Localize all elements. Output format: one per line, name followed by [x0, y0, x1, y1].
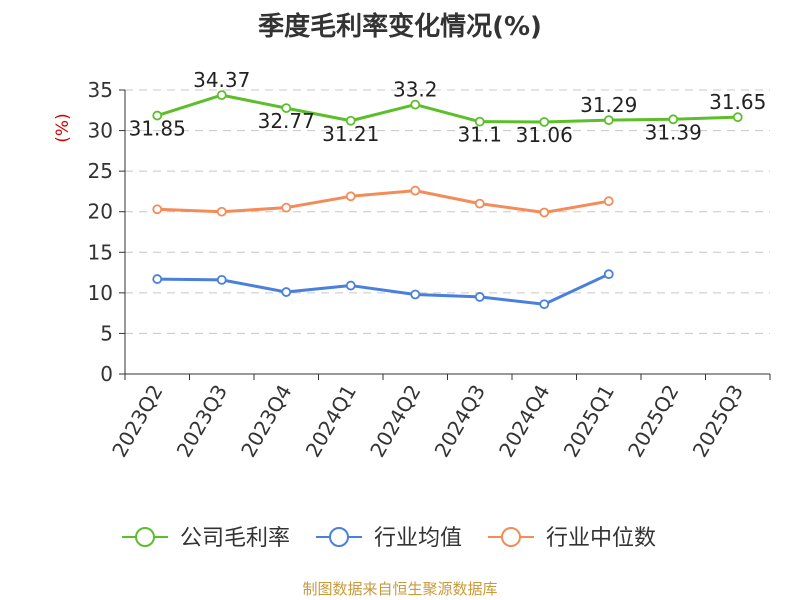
series-lines — [152, 90, 743, 310]
x-tick-label: 2025Q2 — [623, 381, 683, 462]
data-label: 32.77 — [258, 109, 315, 133]
x-tick-label: 2024Q2 — [365, 381, 425, 462]
data-label: 31.65 — [709, 90, 766, 114]
data-label: 31.21 — [322, 122, 379, 146]
x-tick-label: 2023Q4 — [236, 381, 296, 462]
y-tick-label: 5 — [100, 321, 113, 345]
y-axis-label: (%) — [53, 113, 73, 142]
series-line — [157, 272, 610, 306]
data-point — [410, 99, 421, 110]
x-tick-label: 2023Q3 — [172, 381, 232, 462]
legend-swatch-marker — [329, 527, 349, 547]
y-tick-label: 0 — [100, 362, 113, 386]
y-tick-label: 30 — [88, 119, 113, 143]
data-point — [474, 116, 485, 127]
data-point — [603, 115, 614, 126]
data-point — [410, 289, 421, 300]
data-label: 34.37 — [193, 68, 250, 92]
grid-lines — [125, 89, 770, 334]
x-tick-label: 2024Q4 — [494, 381, 554, 462]
data-point — [474, 198, 485, 209]
data-labels: 31.85 34.37 32.77 31.21 33.2 31.1 31.06 31.29 31… — [129, 68, 767, 147]
y-tick-label: 10 — [88, 281, 113, 305]
data-point — [732, 112, 743, 123]
y-tick-label: 15 — [88, 240, 113, 264]
series-line — [156, 93, 738, 124]
data-label: 31.39 — [645, 120, 702, 144]
data-point — [216, 90, 227, 101]
data-point — [216, 206, 227, 217]
legend-swatch-marker — [501, 527, 521, 547]
data-point — [668, 114, 679, 125]
data-point — [345, 191, 356, 202]
data-point — [410, 185, 421, 196]
data-point — [603, 269, 614, 280]
y-tick-label: 35 — [88, 78, 113, 102]
x-tick-label: 2024Q3 — [430, 381, 490, 462]
data-point — [152, 274, 163, 284]
y-tick-label: 20 — [88, 200, 113, 224]
data-point — [539, 207, 550, 218]
data-label: 31.29 — [580, 93, 637, 117]
data-point — [603, 196, 614, 207]
data-point — [281, 202, 292, 213]
data-label: 33.2 — [393, 78, 438, 102]
legend: 公司毛利率 行业均值 行业中位数 — [122, 526, 656, 551]
legend-label: 行业中位数 — [546, 526, 656, 551]
data-label: 31.85 — [129, 117, 186, 141]
legend-swatch-marker — [135, 527, 155, 547]
x-tick-label: 2023Q2 — [107, 381, 167, 462]
data-label: 31.1 — [457, 123, 502, 147]
data-point — [216, 274, 227, 285]
data-point — [152, 110, 163, 121]
data-label: 31.06 — [516, 123, 573, 147]
data-point — [474, 292, 485, 302]
series-line — [157, 189, 610, 215]
y-tick-label: 25 — [88, 159, 113, 183]
source-note: 制图数据来自恒生聚源数据库 — [302, 580, 498, 598]
x-tick-label: 2024Q1 — [301, 381, 361, 462]
data-point — [539, 117, 550, 127]
x-tick-label: 2025Q1 — [559, 381, 619, 462]
data-point — [281, 287, 292, 297]
legend-label: 公司毛利率 — [180, 526, 290, 551]
data-point — [345, 280, 356, 291]
data-point — [152, 204, 163, 215]
legend-label: 行业均值 — [374, 526, 462, 551]
data-point — [281, 103, 292, 113]
data-point — [345, 115, 356, 126]
data-point — [539, 299, 550, 310]
x-tick-label: 2025Q3 — [688, 381, 748, 462]
chart-title: 季度毛利率变化情况(%) — [258, 12, 542, 42]
